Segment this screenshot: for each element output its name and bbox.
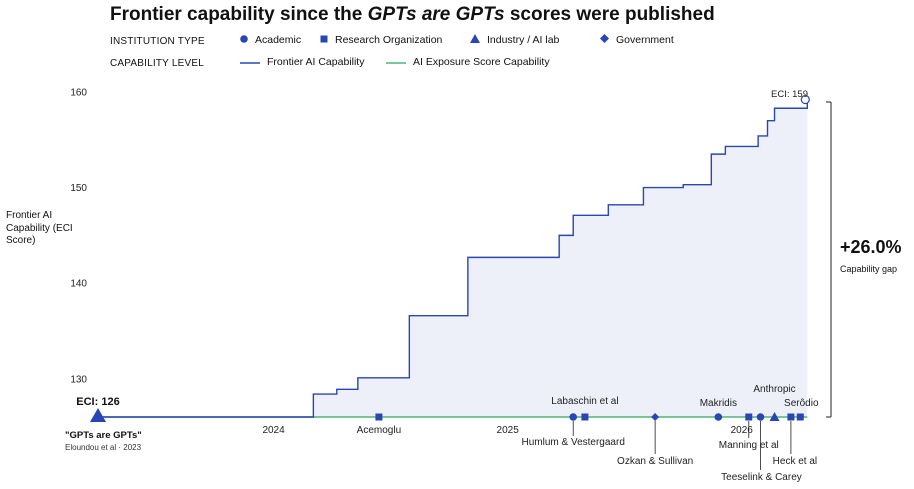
y-tick-label: 150 <box>70 183 87 194</box>
square-marker-icon <box>320 34 328 46</box>
legend-item-exposure: AI Exposure Score Capability <box>386 56 550 68</box>
gap-value: +26.0% <box>840 237 902 257</box>
x-tick-label: 2026 <box>731 425 754 436</box>
publication-label: Serôdio <box>784 398 819 409</box>
frontier-line <box>98 101 808 418</box>
endpoint-marker <box>800 94 810 105</box>
publication-label: Teeselink & Carey <box>721 472 802 483</box>
publication-marker <box>581 413 589 421</box>
publication-label: Acemoglu <box>357 425 401 436</box>
chart-title: Frontier capability since the GPTs are G… <box>110 4 715 25</box>
publication-marker <box>769 412 780 421</box>
legend-item-industry: Industry / AI lab <box>470 34 559 46</box>
publication-marker <box>569 413 578 421</box>
x-tick-label: 2025 <box>497 425 520 436</box>
publication-label: Makridis <box>700 398 737 409</box>
diamond-marker-icon <box>600 34 609 46</box>
x-tick-label: 2024 <box>262 425 285 436</box>
publication-marker <box>756 413 765 421</box>
exposure-line-icon <box>386 56 406 68</box>
publication-label: Manning et al <box>719 440 779 451</box>
legend-capability-heading: CAPABILITY LEVEL <box>110 58 204 69</box>
baseline-marker <box>90 408 106 422</box>
publication-label: Ozkan & Sullivan <box>617 456 693 467</box>
legend-institution-heading: INSTITUTION TYPE <box>110 36 205 47</box>
legend-item-government: Government <box>600 34 674 46</box>
y-tick-label: 140 <box>70 279 87 290</box>
legend-item-research-organization: Research Organization <box>320 34 442 46</box>
publication-label: Humlum & Vestergaard <box>522 437 625 448</box>
publication-marker <box>787 413 795 421</box>
baseline-name: "GPTs are GPTs" <box>65 430 142 441</box>
publication-marker <box>375 413 383 421</box>
publication-label: Labaschin et al <box>551 396 618 407</box>
publication-label: Heck et al <box>773 456 817 467</box>
triangle-marker-icon <box>470 34 480 46</box>
publication-label: Anthropic <box>753 384 795 395</box>
baseline-eci-label: ECI: 126 <box>76 396 119 408</box>
endpoint-label: ECI: 159 <box>771 89 808 100</box>
y-axis-label: Frontier AI Capability (ECI Score) <box>6 210 73 246</box>
baseline-sub: Eloundou et al · 2023 <box>65 443 142 452</box>
legend-item-academic: Academic <box>240 34 301 46</box>
y-tick-label: 130 <box>70 374 87 385</box>
frontier-area <box>98 101 808 417</box>
publication-marker <box>714 413 723 421</box>
y-tick-label: 160 <box>70 88 87 99</box>
publication-marker <box>796 413 804 421</box>
circle-marker-icon <box>240 34 248 46</box>
publication-marker <box>651 413 660 421</box>
frontier-line-icon <box>240 56 260 68</box>
gap-label: Capability gap <box>840 264 898 274</box>
publication-marker <box>745 413 753 421</box>
legend-item-frontier: Frontier AI Capability <box>240 56 364 68</box>
